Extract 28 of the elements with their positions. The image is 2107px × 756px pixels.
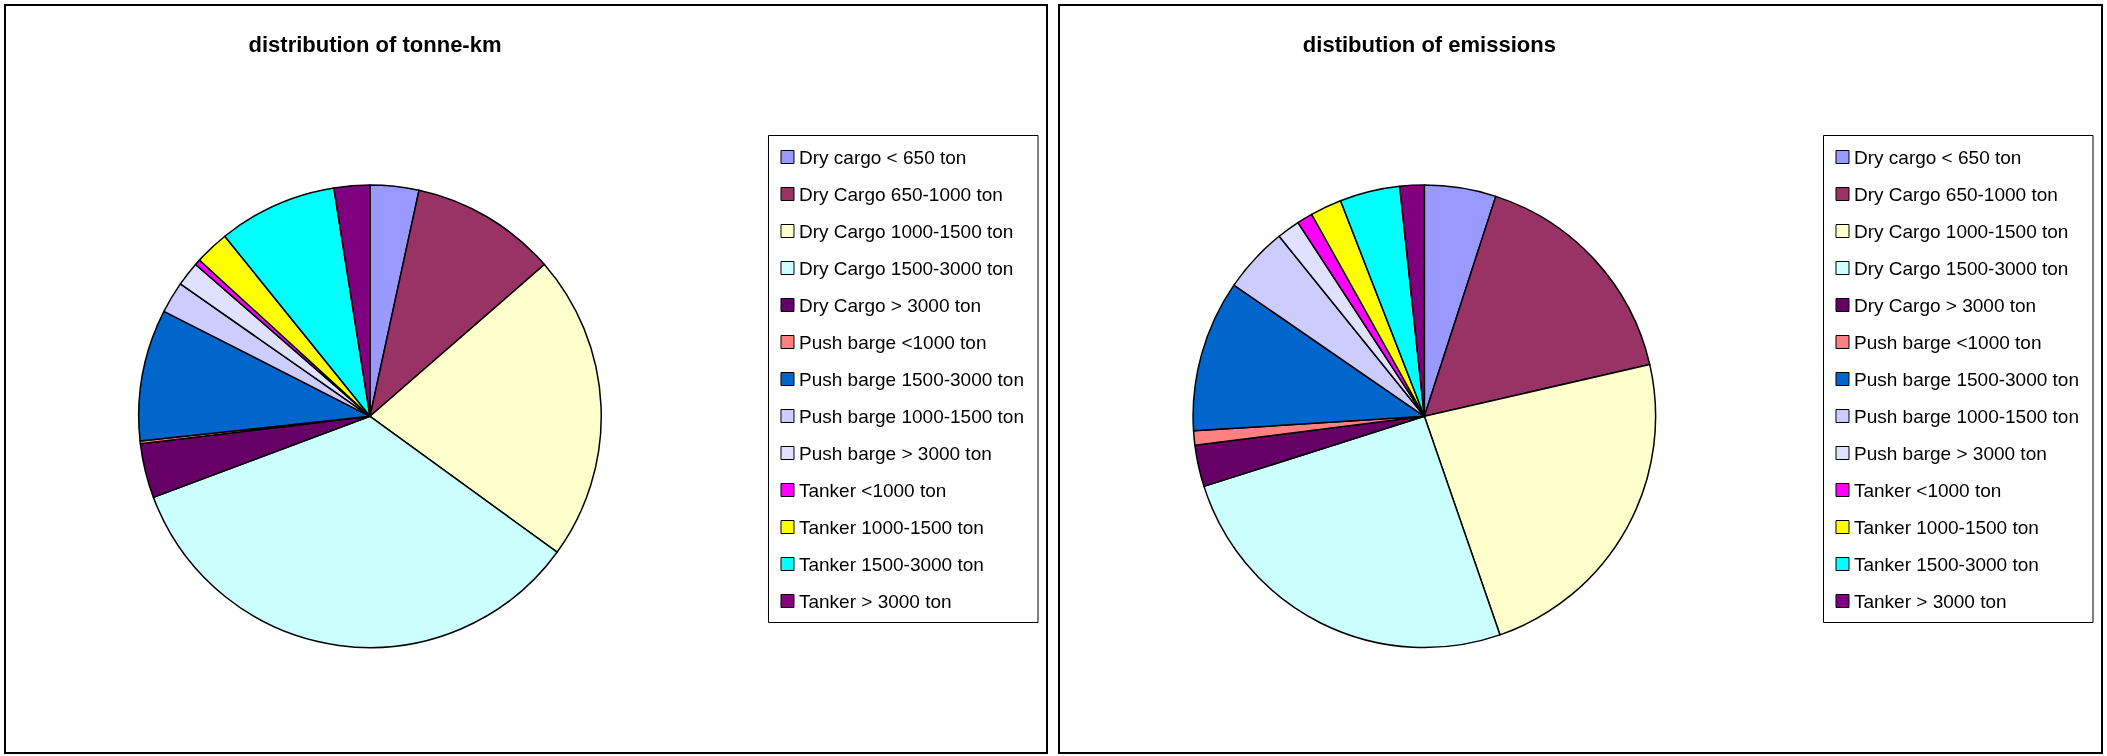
legend-label: Push barge 1500-3000 ton	[1853, 368, 2079, 390]
legend-label: Dry Cargo > 3000 ton	[1853, 294, 2037, 316]
legend-label: Push barge 1000-1500 ton	[1853, 405, 2079, 427]
legend-label: Dry Cargo 1000-1500 ton	[798, 220, 1014, 242]
legend-label: Push barge 1000-1500 ton	[798, 405, 1024, 427]
legend-label: Dry Cargo > 3000 ton	[798, 294, 982, 316]
legend-label: Tanker <1000 ton	[1853, 479, 2002, 501]
legend-label: Tanker > 3000 ton	[798, 590, 952, 612]
legend-label: Push barge <1000 ton	[798, 331, 987, 353]
legend-label: Tanker 1000-1500 ton	[1853, 516, 2039, 538]
legend-label: Push barge 1500-3000 ton	[798, 368, 1024, 390]
legend-label: Push barge > 3000 ton	[1853, 442, 2047, 464]
legend-label: Tanker 1500-3000 ton	[798, 553, 984, 575]
legend-label: Dry cargo < 650 ton	[798, 146, 967, 168]
legend-label: Push barge <1000 ton	[1853, 331, 2042, 353]
legend-label: Dry cargo < 650 ton	[1853, 146, 2022, 168]
legend-label: Dry Cargo 650-1000 ton	[798, 183, 1003, 205]
legend-label: Tanker 1000-1500 ton	[798, 516, 984, 538]
chart-title: distribution of tonne-km	[248, 31, 502, 57]
legend-label: Push barge > 3000 ton	[798, 442, 992, 464]
chart-title: distibution of emissions	[1302, 31, 1556, 57]
legend-label: Dry Cargo 650-1000 ton	[1853, 183, 2058, 205]
legend-label: Dry Cargo 1000-1500 ton	[1853, 220, 2069, 242]
legend-label: Tanker > 3000 ton	[1853, 590, 2007, 612]
legend-label: Tanker <1000 ton	[798, 479, 947, 501]
legend-label: Dry Cargo 1500-3000 ton	[1853, 257, 2069, 279]
legend-label: Dry Cargo 1500-3000 ton	[798, 257, 1014, 279]
legend-label: Tanker 1500-3000 ton	[1853, 553, 2039, 575]
